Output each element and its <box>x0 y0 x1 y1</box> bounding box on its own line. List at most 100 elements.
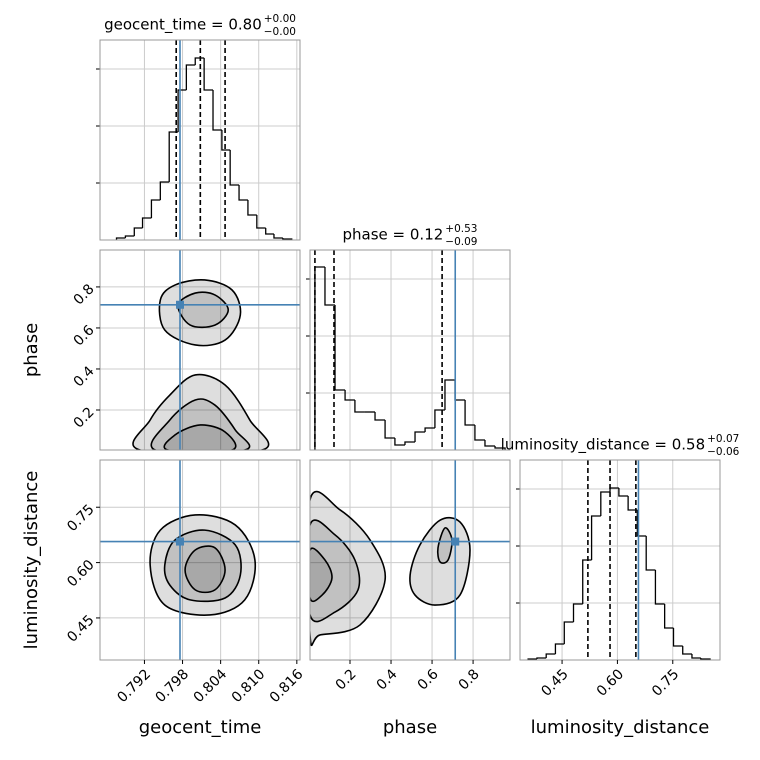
title-plus: +0.07 <box>707 433 739 445</box>
x-tick-label: 0.8 <box>456 666 483 693</box>
histogram-bin <box>159 181 170 200</box>
histogram-bin <box>691 654 701 659</box>
histogram-bin <box>115 237 126 240</box>
histogram-bin <box>545 653 556 658</box>
histogram-bin <box>618 488 629 497</box>
histogram-bin <box>273 234 283 239</box>
histogram-bin <box>124 235 135 238</box>
title-plus: +0.53 <box>445 223 477 235</box>
histogram-bin <box>645 536 656 571</box>
panel-frame <box>99 459 301 661</box>
histogram-bin <box>394 438 405 446</box>
contour <box>132 373 270 450</box>
histogram-bin <box>627 496 638 511</box>
histogram-bin <box>414 431 426 442</box>
histogram-bin <box>203 58 214 91</box>
x-tick-label: 0.810 <box>229 666 269 706</box>
histogram-bin <box>324 267 336 306</box>
histogram-bin <box>177 89 187 132</box>
x-tick-label: 0.792 <box>114 666 154 706</box>
title-minus: −0.00 <box>264 26 296 38</box>
histogram-bin <box>229 150 240 186</box>
y-tick-label: 0.2 <box>71 404 98 431</box>
histogram-bin <box>434 409 445 428</box>
panel-title: phase = 0.12 <box>343 226 444 244</box>
histogram-bin <box>590 515 601 560</box>
histogram-bin <box>374 412 386 421</box>
histogram-bin <box>344 390 355 401</box>
histogram-bin <box>536 657 547 659</box>
histogram-bin <box>265 228 274 235</box>
histogram-bin <box>354 400 365 413</box>
histogram-bin <box>636 510 647 537</box>
panel-title: luminosity_distance = 0.58 <box>501 436 705 455</box>
histogram-bin <box>474 425 485 441</box>
x-axis-label: geocent_time <box>139 717 262 738</box>
panel-frame <box>99 39 301 241</box>
histogram-bin <box>572 603 583 622</box>
histogram-bin <box>168 131 179 182</box>
histogram-bin <box>404 441 416 445</box>
histogram-bin <box>194 57 205 65</box>
y-tick-label: 0.45 <box>64 612 97 645</box>
histogram-bin <box>464 400 475 426</box>
x-tick-label: 0.798 <box>153 666 193 706</box>
x-tick-label: 0.816 <box>267 666 307 706</box>
histogram-bin <box>682 646 692 655</box>
histogram-bin <box>454 380 466 401</box>
panel <box>100 460 300 660</box>
panel <box>100 40 300 240</box>
histogram-bin <box>212 90 222 131</box>
histogram-bin <box>600 491 611 516</box>
panel-frame <box>309 249 511 451</box>
y-axis-label: phase <box>21 323 42 377</box>
x-tick-label: 0.75 <box>649 666 682 699</box>
panel <box>310 250 510 450</box>
histogram-bin <box>554 643 565 654</box>
x-tick-label: 0.45 <box>538 666 571 699</box>
truth-marker <box>451 537 460 546</box>
histogram-bin <box>247 200 257 216</box>
title-minus: −0.09 <box>445 236 477 248</box>
x-tick-label: 0.2 <box>333 666 360 693</box>
histogram-bin <box>484 440 496 447</box>
histogram-bin <box>256 215 266 229</box>
title-minus: −0.06 <box>707 446 739 458</box>
x-tick-label: 0.60 <box>594 666 627 699</box>
histogram-bin <box>444 379 456 410</box>
x-axis-label: phase <box>383 717 437 738</box>
panel-frame <box>99 249 301 451</box>
contour <box>177 291 230 329</box>
contour <box>163 424 237 450</box>
panel <box>520 460 720 660</box>
contour <box>310 547 333 603</box>
contour <box>436 527 453 564</box>
histogram-bin <box>238 185 248 201</box>
histogram-bin <box>185 64 196 90</box>
panel <box>310 460 510 660</box>
contour <box>163 529 242 603</box>
x-tick-label: 0.6 <box>415 666 442 693</box>
contour <box>310 519 361 623</box>
title-plus: +0.00 <box>264 13 296 25</box>
truth-marker <box>176 537 184 546</box>
histogram-bin <box>334 305 346 391</box>
panel-frame <box>309 459 511 661</box>
x-tick-label: 0.4 <box>374 666 401 693</box>
histogram-bin <box>141 217 152 228</box>
panel-frame <box>519 459 721 661</box>
histogram-bin <box>424 427 435 432</box>
y-tick-label: 0.4 <box>71 363 98 390</box>
panel <box>100 250 300 450</box>
histogram-bin <box>672 628 683 647</box>
y-tick-label: 0.6 <box>71 322 98 349</box>
histogram-bin <box>133 227 143 236</box>
histogram-bin <box>563 621 574 644</box>
y-tick-label: 0.75 <box>64 502 97 535</box>
histogram-bin <box>314 266 325 450</box>
histogram-bin <box>494 446 506 450</box>
histogram-bin <box>221 130 231 151</box>
panel-title: geocent_time = 0.80 <box>104 16 262 35</box>
histogram-bin <box>150 199 161 218</box>
